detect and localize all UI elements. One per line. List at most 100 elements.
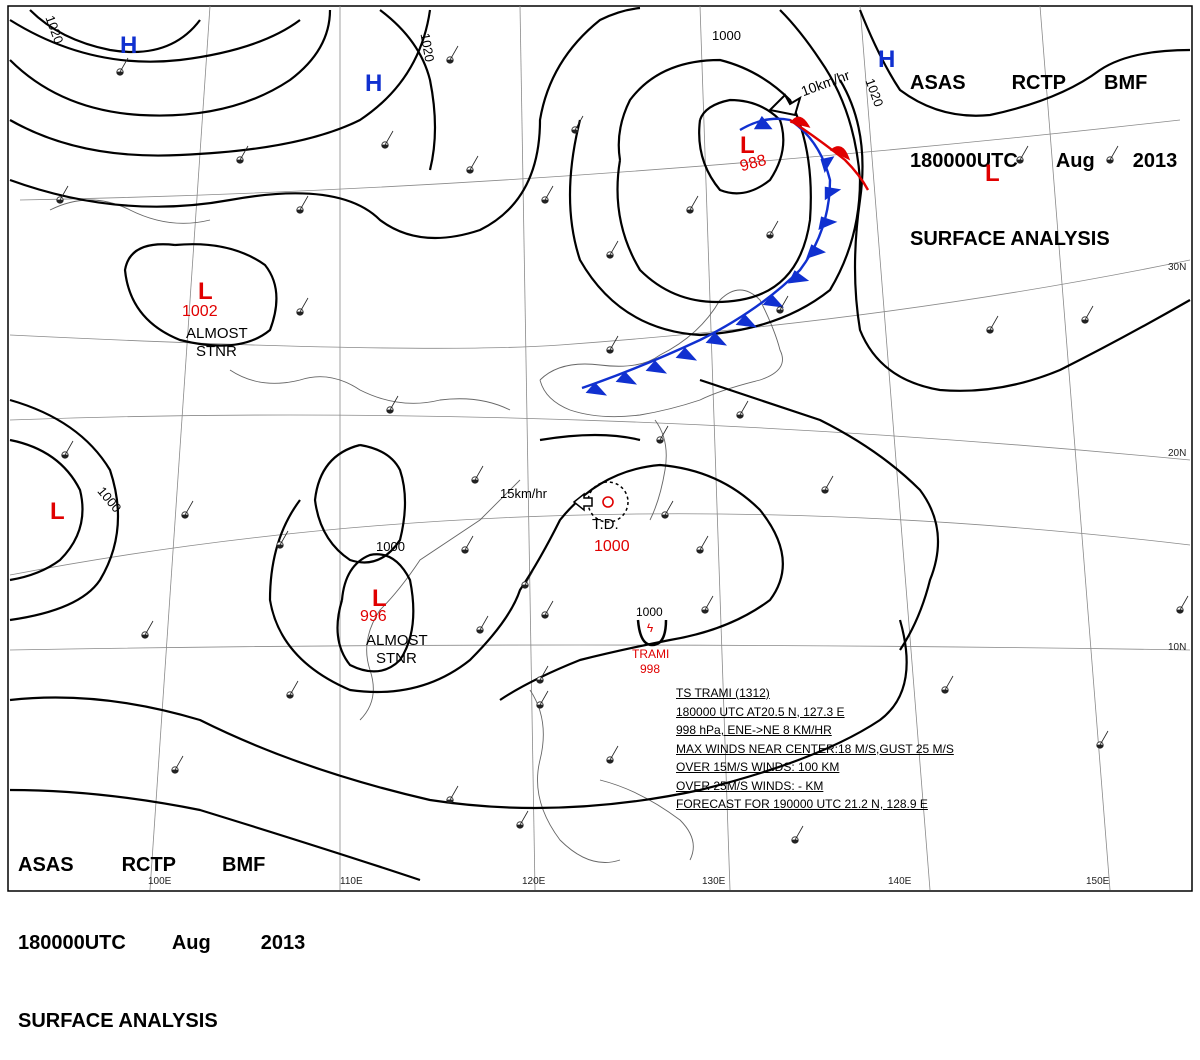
- header-bottom: ASAS RCTP BMF 180000UTC Aug 2013 SURFACE ANA…: [18, 800, 305, 1060]
- low-status-line2: STNR: [196, 343, 237, 360]
- station-wind-barb: [539, 690, 549, 706]
- station-wind-barb: [1084, 305, 1094, 321]
- header-station-1: ASAS: [18, 854, 74, 876]
- station-plots: [56, 45, 1189, 844]
- low-pressure-marker: L: [50, 498, 65, 525]
- station-cloud-cover: [446, 799, 454, 804]
- station-wind-barb: [664, 500, 674, 516]
- station-wind-barb: [544, 600, 554, 616]
- low-pressure-marker: L: [740, 132, 755, 159]
- station-cloud-cover: [521, 584, 529, 589]
- isobar-label: 1000: [712, 28, 741, 43]
- header-time: 180000UTC: [18, 932, 126, 954]
- station-wind-barb: [699, 535, 709, 551]
- low-pressure-marker: L: [985, 160, 1000, 187]
- station-wind-barb: [449, 785, 459, 801]
- station-cloud-cover: [1176, 609, 1184, 614]
- station-cloud-cover: [606, 759, 614, 764]
- latitude-label: 10N: [1168, 642, 1187, 653]
- header-time: 180000UTC: [910, 150, 1018, 172]
- header-title: SURFACE ANALYSIS: [910, 228, 1110, 250]
- storm-info-line: MAX WINDS NEAR CENTER:18 M/S,GUST 25 M/S: [676, 741, 954, 756]
- station-wind-barb: [1019, 145, 1029, 161]
- storm-info-block: TS TRAMI (1312) 180000 UTC AT20.5 N, 127…: [676, 684, 954, 814]
- storm-info-title: TS TRAMI (1312): [676, 686, 770, 700]
- storm-icon: ϟ: [647, 621, 654, 635]
- station-wind-barb: [609, 240, 619, 256]
- storm-info-line: OVER 15M/S WINDS: 100 KM: [676, 760, 840, 774]
- station-wind-barb: [384, 130, 394, 146]
- motion-arrow-td: [572, 492, 593, 512]
- station-wind-barb: [174, 755, 184, 771]
- station-wind-barb: [119, 57, 129, 73]
- header-top: ASAS RCTP BMF 180000UTC Aug 2013 SURFACE ANA…: [910, 18, 1177, 278]
- storm-info-line: FORECAST FOR 190000 UTC 21.2 N, 128.9 E: [676, 797, 928, 811]
- station-cloud-cover: [1096, 744, 1104, 749]
- station-cloud-cover: [986, 329, 994, 334]
- station-cloud-cover: [686, 209, 694, 214]
- station-cloud-cover: [606, 254, 614, 259]
- station-cloud-cover: [791, 839, 799, 844]
- station-wind-barb: [1099, 730, 1109, 746]
- station-cloud-cover: [276, 544, 284, 549]
- station-cloud-cover: [821, 489, 829, 494]
- low-pressure-value: 996: [360, 608, 387, 625]
- station-wind-barb: [609, 335, 619, 351]
- storm-info-line: 180000 UTC AT20.5 N, 127.3 E: [676, 704, 845, 719]
- station-wind-barb: [1179, 595, 1189, 611]
- station-wind-barb: [479, 615, 489, 631]
- station-cloud-cover: [386, 409, 394, 414]
- header-station-3: BMF: [222, 854, 266, 876]
- station-cloud-cover: [1081, 319, 1089, 324]
- storm-name: TRAMI: [632, 647, 670, 661]
- longitude-label: 100E: [148, 876, 172, 887]
- station-cloud-cover: [1106, 159, 1114, 164]
- station-cloud-cover: [941, 689, 949, 694]
- station-wind-barb: [239, 145, 249, 161]
- station-cloud-cover: [516, 824, 524, 829]
- longitude-label: 120E: [522, 876, 546, 887]
- header-station-2: RCTP: [1011, 72, 1067, 94]
- station-cloud-cover: [696, 549, 704, 554]
- high-pressure-marker: H: [878, 46, 896, 73]
- station-wind-barb: [779, 295, 789, 311]
- station-wind-barb: [184, 500, 194, 516]
- storm-pressure-value: 998: [640, 662, 661, 676]
- low-pressure-marker: L: [372, 585, 387, 612]
- station-wind-barb: [539, 665, 549, 681]
- low-status-line1: ALMOST: [186, 325, 248, 342]
- storm-info-line: OVER 25M/S WINDS: - KM: [676, 778, 824, 793]
- header-year: 2013: [260, 932, 306, 954]
- station-wind-barb: [1109, 145, 1119, 161]
- station-cloud-cover: [606, 349, 614, 354]
- header-title: SURFACE ANALYSIS: [18, 1010, 218, 1032]
- station-wind-barb: [574, 115, 584, 131]
- station-wind-barb: [449, 45, 459, 61]
- td-motion-speed: 15km/hr: [500, 486, 547, 501]
- station-cloud-cover: [541, 614, 549, 619]
- station-wind-barb: [659, 425, 669, 441]
- station-wind-barb: [944, 675, 954, 691]
- weather-map: ϟ: [7, 5, 1193, 892]
- low-status-line2: STNR: [376, 650, 417, 667]
- station-wind-barb: [469, 155, 479, 171]
- latitude-label: 30N: [1168, 262, 1187, 273]
- header-month: Aug: [1055, 150, 1095, 172]
- storm-info-line: 998 hPa, ENE->NE 8 KM/HR: [676, 723, 832, 737]
- station-wind-barb: [704, 595, 714, 611]
- station-wind-barb: [519, 810, 529, 826]
- station-cloud-cover: [476, 629, 484, 634]
- station-wind-barb: [474, 465, 484, 481]
- station-cloud-cover: [116, 71, 124, 76]
- station-cloud-cover: [56, 199, 64, 204]
- station-wind-barb: [769, 220, 779, 236]
- station-cloud-cover: [536, 704, 544, 709]
- td-center-icon: [602, 496, 614, 508]
- station-wind-barb: [289, 680, 299, 696]
- warm-front: [789, 116, 870, 191]
- station-cloud-cover: [536, 679, 544, 684]
- station-cloud-cover: [466, 169, 474, 174]
- longitude-label: 140E: [888, 876, 912, 887]
- station-cloud-cover: [461, 549, 469, 554]
- station-cloud-cover: [471, 479, 479, 484]
